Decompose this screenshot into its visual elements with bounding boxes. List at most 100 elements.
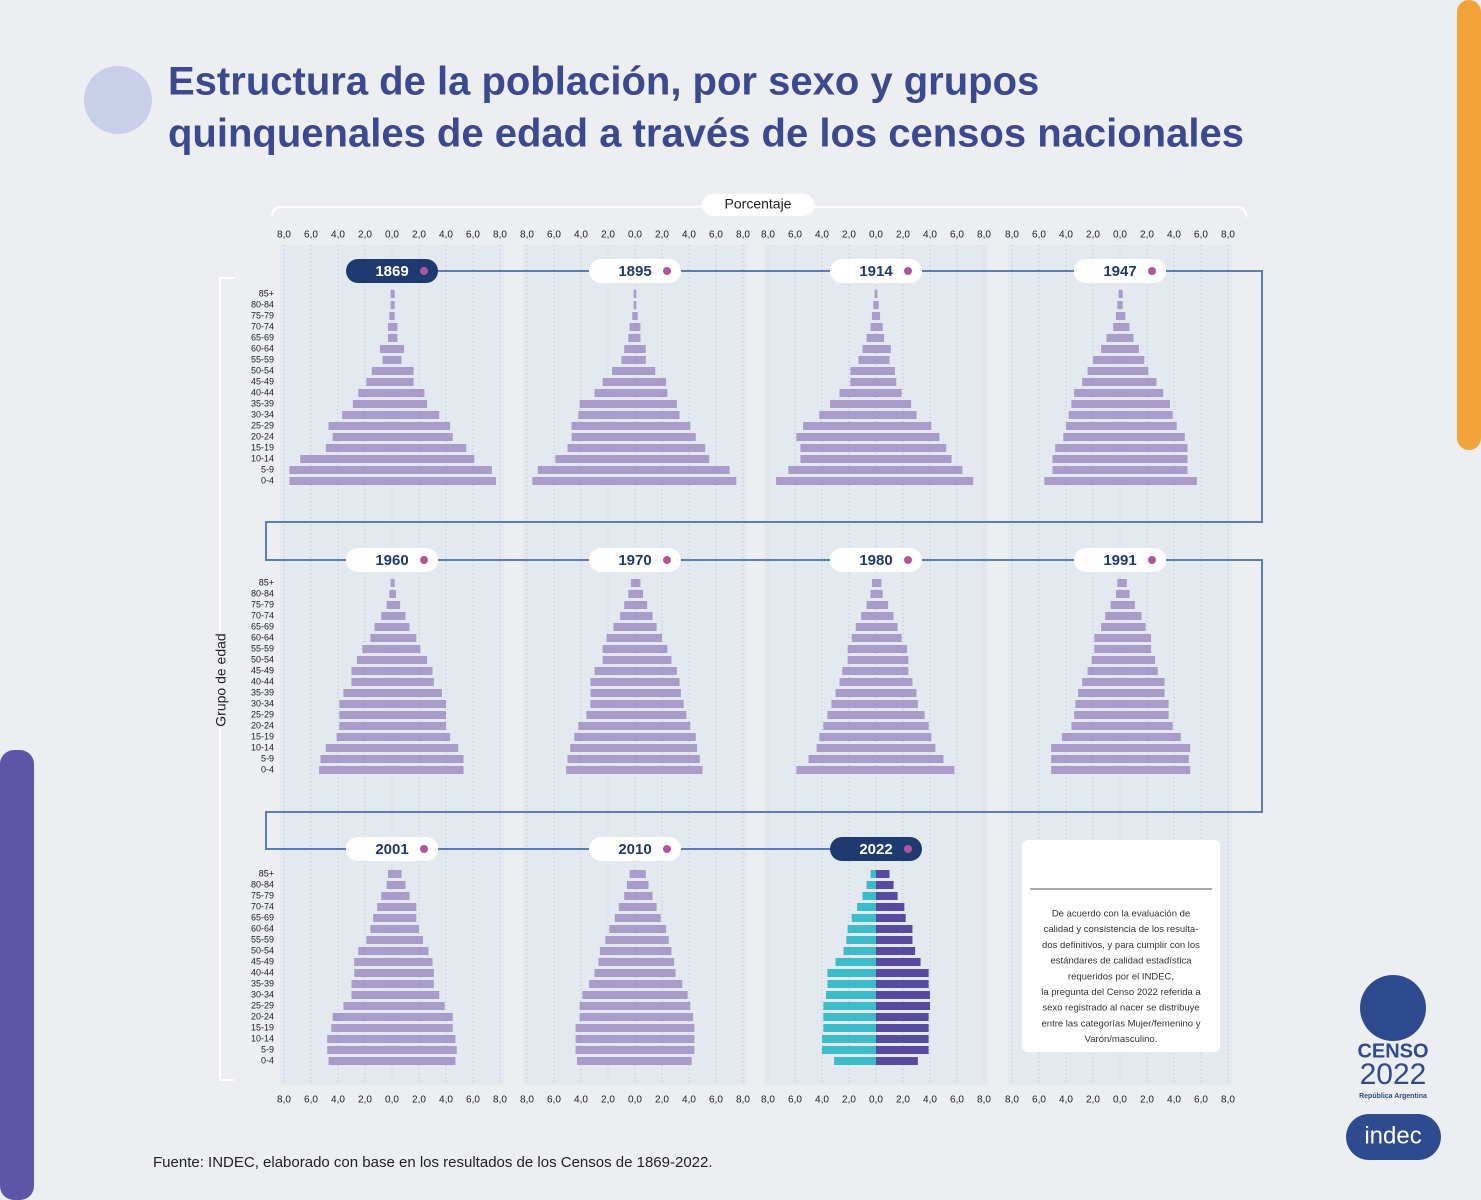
year-pill bbox=[589, 259, 681, 283]
bar-female bbox=[635, 389, 668, 397]
bar-male bbox=[1052, 455, 1120, 463]
bar-male bbox=[808, 755, 876, 763]
bar-male bbox=[823, 1024, 876, 1032]
bar-female bbox=[392, 367, 414, 375]
bar-male bbox=[389, 312, 392, 320]
source: Fuente: INDEC, elaborado con base en los… bbox=[153, 1154, 713, 1171]
bar-female bbox=[635, 870, 646, 878]
x-tick-label: 8,0 bbox=[1005, 230, 1019, 241]
bar-female bbox=[876, 290, 878, 298]
bar-male bbox=[816, 744, 876, 752]
bar-male bbox=[327, 1035, 392, 1043]
bar-male bbox=[846, 936, 876, 944]
bar-female bbox=[876, 711, 925, 719]
bar-female bbox=[635, 733, 696, 741]
note-line: requeridos por el INDEC, bbox=[1068, 971, 1174, 982]
bar-female bbox=[635, 411, 680, 419]
bar-male bbox=[626, 881, 635, 889]
bar-female bbox=[876, 477, 974, 485]
y-tick-label: 25-29 bbox=[251, 709, 274, 719]
bar-female bbox=[635, 466, 730, 474]
y-tick-label: 85+ bbox=[259, 868, 274, 878]
bar-male bbox=[800, 455, 876, 463]
bar-female bbox=[392, 766, 464, 774]
bar-female bbox=[876, 667, 909, 675]
x-tick-label: 6,0 bbox=[466, 230, 480, 241]
logo-mark bbox=[1360, 975, 1426, 1041]
x-tick-label: 2,0 bbox=[896, 230, 910, 241]
bar-male bbox=[823, 1002, 876, 1010]
bar-female bbox=[876, 881, 894, 889]
year-pill bbox=[830, 837, 922, 861]
timeline-dot bbox=[420, 267, 428, 275]
bar-female bbox=[1120, 378, 1157, 386]
bar-female bbox=[392, 301, 395, 309]
bar-male bbox=[605, 936, 635, 944]
bar-male bbox=[862, 892, 876, 900]
x-tick-label: 4,0 bbox=[682, 230, 696, 241]
bar-female bbox=[392, 345, 405, 353]
bar-female bbox=[876, 689, 917, 697]
bar-female bbox=[876, 892, 898, 900]
bar-male bbox=[1051, 755, 1120, 763]
agency-badge bbox=[1346, 1114, 1441, 1160]
bar-male bbox=[578, 411, 635, 419]
y-tick-label: 15-19 bbox=[251, 1022, 274, 1032]
bar-female bbox=[392, 323, 398, 331]
bar-male bbox=[1055, 444, 1120, 452]
bar-female bbox=[876, 766, 955, 774]
bar-male bbox=[370, 634, 392, 642]
bar-male bbox=[374, 623, 392, 631]
bar-female bbox=[1120, 766, 1191, 774]
bar-female bbox=[1120, 334, 1134, 342]
x-tick-label: 4,0 bbox=[1167, 230, 1181, 241]
bar-male bbox=[1087, 667, 1120, 675]
bar-male bbox=[830, 400, 876, 408]
bar-female bbox=[876, 634, 902, 642]
bar-female bbox=[1120, 367, 1149, 375]
bar-male bbox=[630, 579, 635, 587]
bar-female bbox=[876, 969, 929, 977]
year-pill bbox=[346, 259, 438, 283]
y-tick-label: 30-34 bbox=[251, 989, 274, 999]
bar-male bbox=[571, 422, 635, 430]
x-tick-label: 8,0 bbox=[277, 230, 291, 241]
bar-female bbox=[635, 700, 684, 708]
bar-male bbox=[327, 1046, 392, 1054]
bar-female bbox=[392, 947, 429, 955]
x-tick-label: 0,0 bbox=[628, 1095, 642, 1106]
x-tick-label: 0,0 bbox=[1113, 230, 1127, 241]
year-label: 1869 bbox=[375, 263, 408, 280]
note-line: calidad y consistencia de los resulta- bbox=[1044, 924, 1199, 935]
bar-female bbox=[635, 301, 637, 309]
bar-male bbox=[567, 444, 635, 452]
y-tick-label: 65-69 bbox=[251, 621, 274, 631]
y-tick-label: 70-74 bbox=[251, 901, 274, 911]
bar-female bbox=[876, 1013, 929, 1021]
bar-female bbox=[876, 612, 894, 620]
bar-male bbox=[1082, 678, 1120, 686]
timeline-dot bbox=[1148, 556, 1156, 564]
x-tick-label: 6,0 bbox=[304, 1095, 318, 1106]
bar-male bbox=[628, 334, 635, 342]
bar-male bbox=[566, 766, 635, 774]
bar-male bbox=[594, 389, 635, 397]
y-tick-label: 50-54 bbox=[251, 365, 274, 375]
bar-female bbox=[876, 334, 885, 342]
bar-female bbox=[635, 634, 662, 642]
y-tick-label: 15-19 bbox=[251, 442, 274, 452]
bar-male bbox=[788, 466, 876, 474]
x-tick-label: 8,0 bbox=[1005, 1095, 1019, 1106]
bar-male bbox=[386, 601, 392, 609]
bar-male bbox=[1044, 477, 1120, 485]
timeline-dot bbox=[1148, 267, 1156, 275]
bar-male bbox=[871, 579, 876, 587]
bar-female bbox=[876, 1024, 929, 1032]
bar-female bbox=[392, 733, 451, 741]
bar-female bbox=[1120, 634, 1152, 642]
bar-male bbox=[1066, 422, 1120, 430]
bar-male bbox=[834, 1057, 876, 1065]
bar-female bbox=[1120, 733, 1181, 741]
bar-female bbox=[1120, 312, 1126, 320]
bar-female bbox=[635, 755, 700, 763]
